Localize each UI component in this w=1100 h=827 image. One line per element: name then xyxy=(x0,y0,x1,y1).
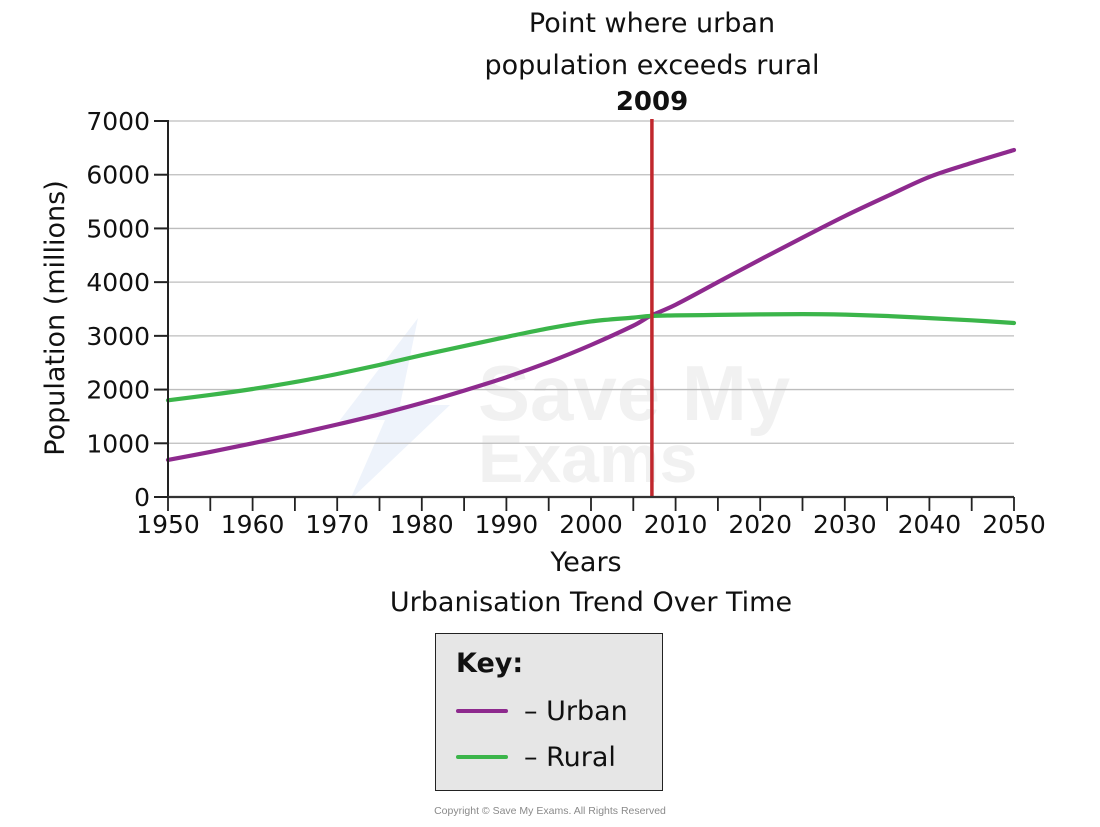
copyright-notice: Copyright © Save My Exams. All Rights Re… xyxy=(434,805,666,817)
y-tick-label: 6000 xyxy=(86,161,150,190)
watermark-line1: Save My xyxy=(478,349,790,437)
watermark-line2: Exams xyxy=(478,421,697,497)
series-lines xyxy=(165,147,1017,462)
legend-item-rural: – Rural xyxy=(456,741,616,773)
x-tick-labels: 1950 1960 1970 1980 1990 2000 2010 2020 2030 2040… xyxy=(136,510,1046,539)
x-tick-label: 2040 xyxy=(898,510,962,539)
legend-label-rural: – Rural xyxy=(524,741,616,773)
x-tick-label: 2020 xyxy=(728,510,792,539)
annotation-line1: Point where urban xyxy=(529,8,775,39)
legend-label-urban: – Urban xyxy=(524,695,628,727)
series-line-urban xyxy=(165,147,1017,462)
x-tick-label: 1990 xyxy=(475,510,539,539)
x-tick-label: 1970 xyxy=(305,510,369,539)
annotation-line2: population exceeds rural xyxy=(484,50,819,81)
x-tick-label: 2000 xyxy=(559,510,623,539)
y-tick-label: 4000 xyxy=(86,268,150,297)
x-tick-label: 1980 xyxy=(390,510,454,539)
y-tick-label: 0 xyxy=(134,483,150,512)
x-tick-label: 2010 xyxy=(644,510,708,539)
legend-title: Key: xyxy=(456,648,524,679)
legend-item-urban: – Urban xyxy=(456,695,628,727)
y-tick-label: 5000 xyxy=(86,214,150,243)
y-tick-label: 1000 xyxy=(86,429,150,458)
annotation-year: 2009 xyxy=(616,87,688,117)
legend-key: Key: – Urban – Rural xyxy=(435,633,663,791)
axes xyxy=(154,120,1015,511)
watermark: Save My Exams xyxy=(340,318,790,500)
series-line-rural xyxy=(165,312,1017,403)
y-tick-labels: 0 1000 2000 3000 4000 5000 6000 7000 xyxy=(86,107,150,512)
x-tick-label: 1960 xyxy=(221,510,285,539)
y-axis-label: Population (millions) xyxy=(40,180,71,456)
x-tick-label: 2050 xyxy=(982,510,1046,539)
x-axis-label: Years xyxy=(549,547,621,578)
x-tick-label: 2030 xyxy=(813,510,877,539)
x-tick-label: 1950 xyxy=(136,510,200,539)
y-tick-label: 7000 xyxy=(86,107,150,136)
rural-line-swatch-icon xyxy=(456,755,508,759)
y-tick-label: 3000 xyxy=(86,322,150,351)
urban-line-swatch-icon xyxy=(456,709,508,713)
chart-title: Urbanisation Trend Over Time xyxy=(390,587,792,618)
y-tick-label: 2000 xyxy=(86,376,150,405)
gridlines xyxy=(168,120,1014,444)
